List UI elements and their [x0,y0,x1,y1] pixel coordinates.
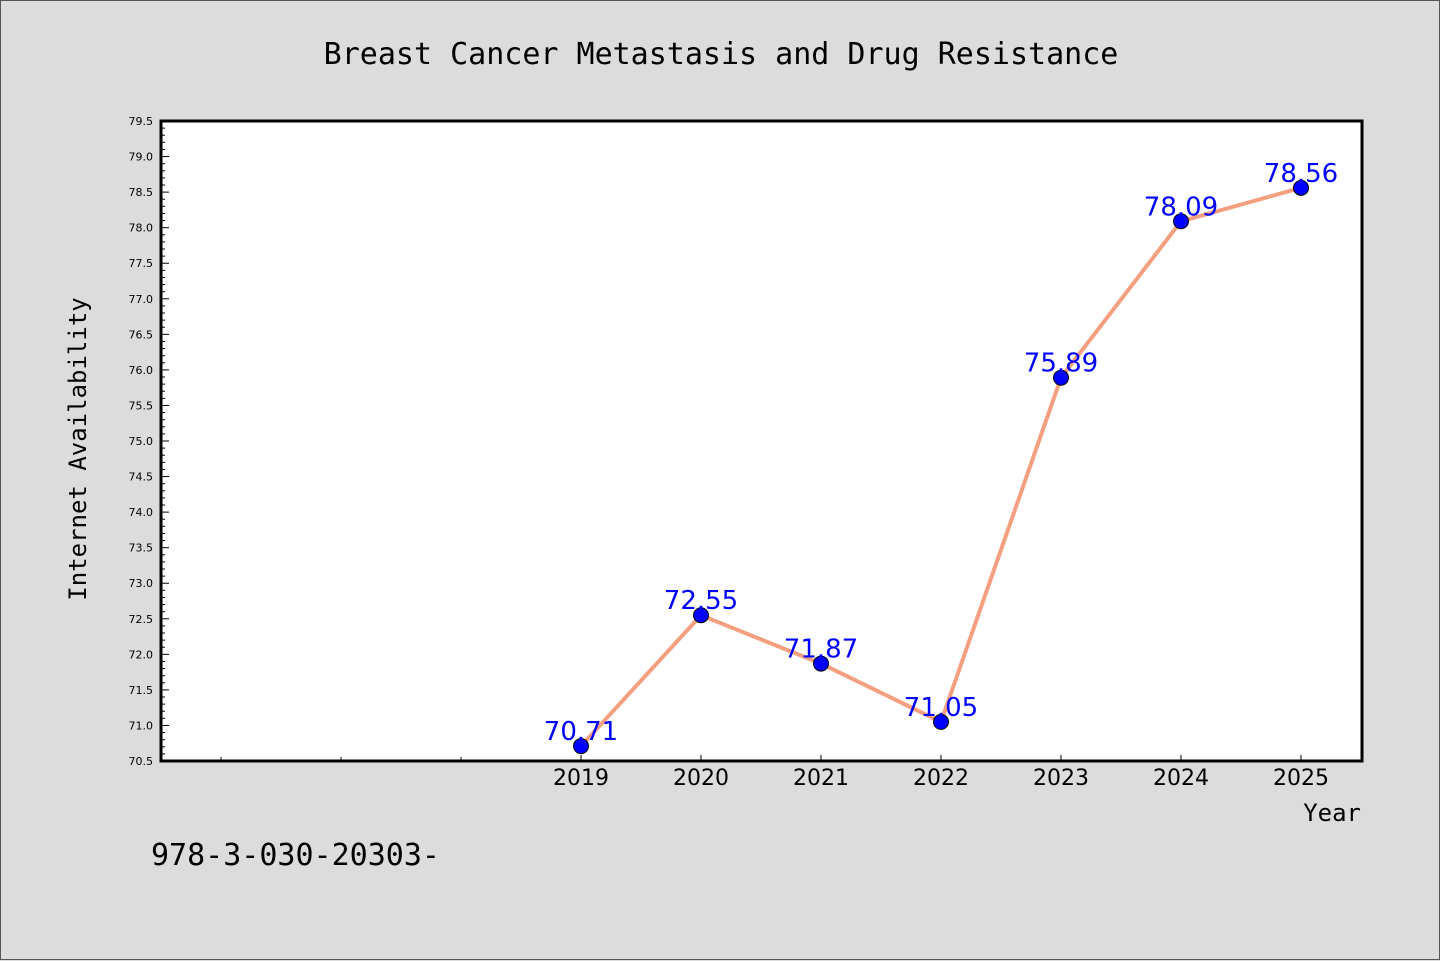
x-tick-label: 2025 [1273,766,1329,791]
plot-area [161,121,1362,761]
x-tick-label: 2024 [1153,766,1209,791]
x-tick-label: 2021 [793,766,849,791]
y-tick-label: 77.0 [129,293,154,306]
x-axis-ticks: 2019 2020 2021 2022 2023 2024 2025 [220,755,1329,791]
y-tick-label: 75.0 [129,435,154,448]
isbn-annotation: 978-3-030-20303- [151,838,440,873]
data-label: 75.89 [1024,349,1098,379]
data-point [573,738,589,755]
data-point [813,655,829,672]
y-tick-label: 72.0 [129,648,154,661]
x-tick-label: 2019 [553,766,609,791]
y-tick-label: 76.5 [129,328,154,341]
y-tick-label: 74.0 [129,506,154,519]
y-tick-label: 74.5 [129,471,154,484]
data-label: 70.71 [544,717,618,747]
y-tick-label: 79.5 [129,115,154,128]
x-tick-label: 2022 [913,766,969,791]
y-axis-label: Internet Availability [64,297,92,600]
data-label: 78.56 [1264,159,1338,189]
y-tick-label: 73.0 [129,577,154,590]
data-label: 71.87 [784,635,858,665]
x-tick-label: 2023 [1033,766,1089,791]
y-tick-label: 75.5 [129,399,154,412]
y-tick-label: 72.5 [129,613,154,626]
data-point [1173,213,1189,230]
y-tick-label: 70.5 [129,755,154,768]
x-tick-label: 2020 [673,766,729,791]
series-markers [573,179,1309,755]
y-tick-label: 79.0 [129,151,154,164]
y-tick-label: 77.5 [129,257,154,270]
data-labels: 70.71 72.55 71.87 71.05 75.89 78.09 78.56 [544,159,1338,747]
y-tick-label: 71.0 [129,719,154,732]
y-tick-label: 73.5 [129,542,154,555]
data-point [693,607,709,624]
data-label: 71.05 [904,693,978,723]
plot-border [159,119,1364,763]
x-axis-label: Year [1303,799,1361,827]
data-label: 72.55 [664,586,738,616]
y-tick-label: 78.5 [129,186,154,199]
data-label: 78.09 [1144,192,1218,222]
data-point [1053,369,1069,386]
data-point [1293,179,1309,196]
y-tick-label: 78.0 [129,222,154,235]
y-tick-label: 71.5 [129,684,154,697]
chart-title: Breast Cancer Metastasis and Drug Resist… [324,37,1119,72]
data-point [933,713,949,730]
y-tick-label: 76.0 [129,364,154,377]
